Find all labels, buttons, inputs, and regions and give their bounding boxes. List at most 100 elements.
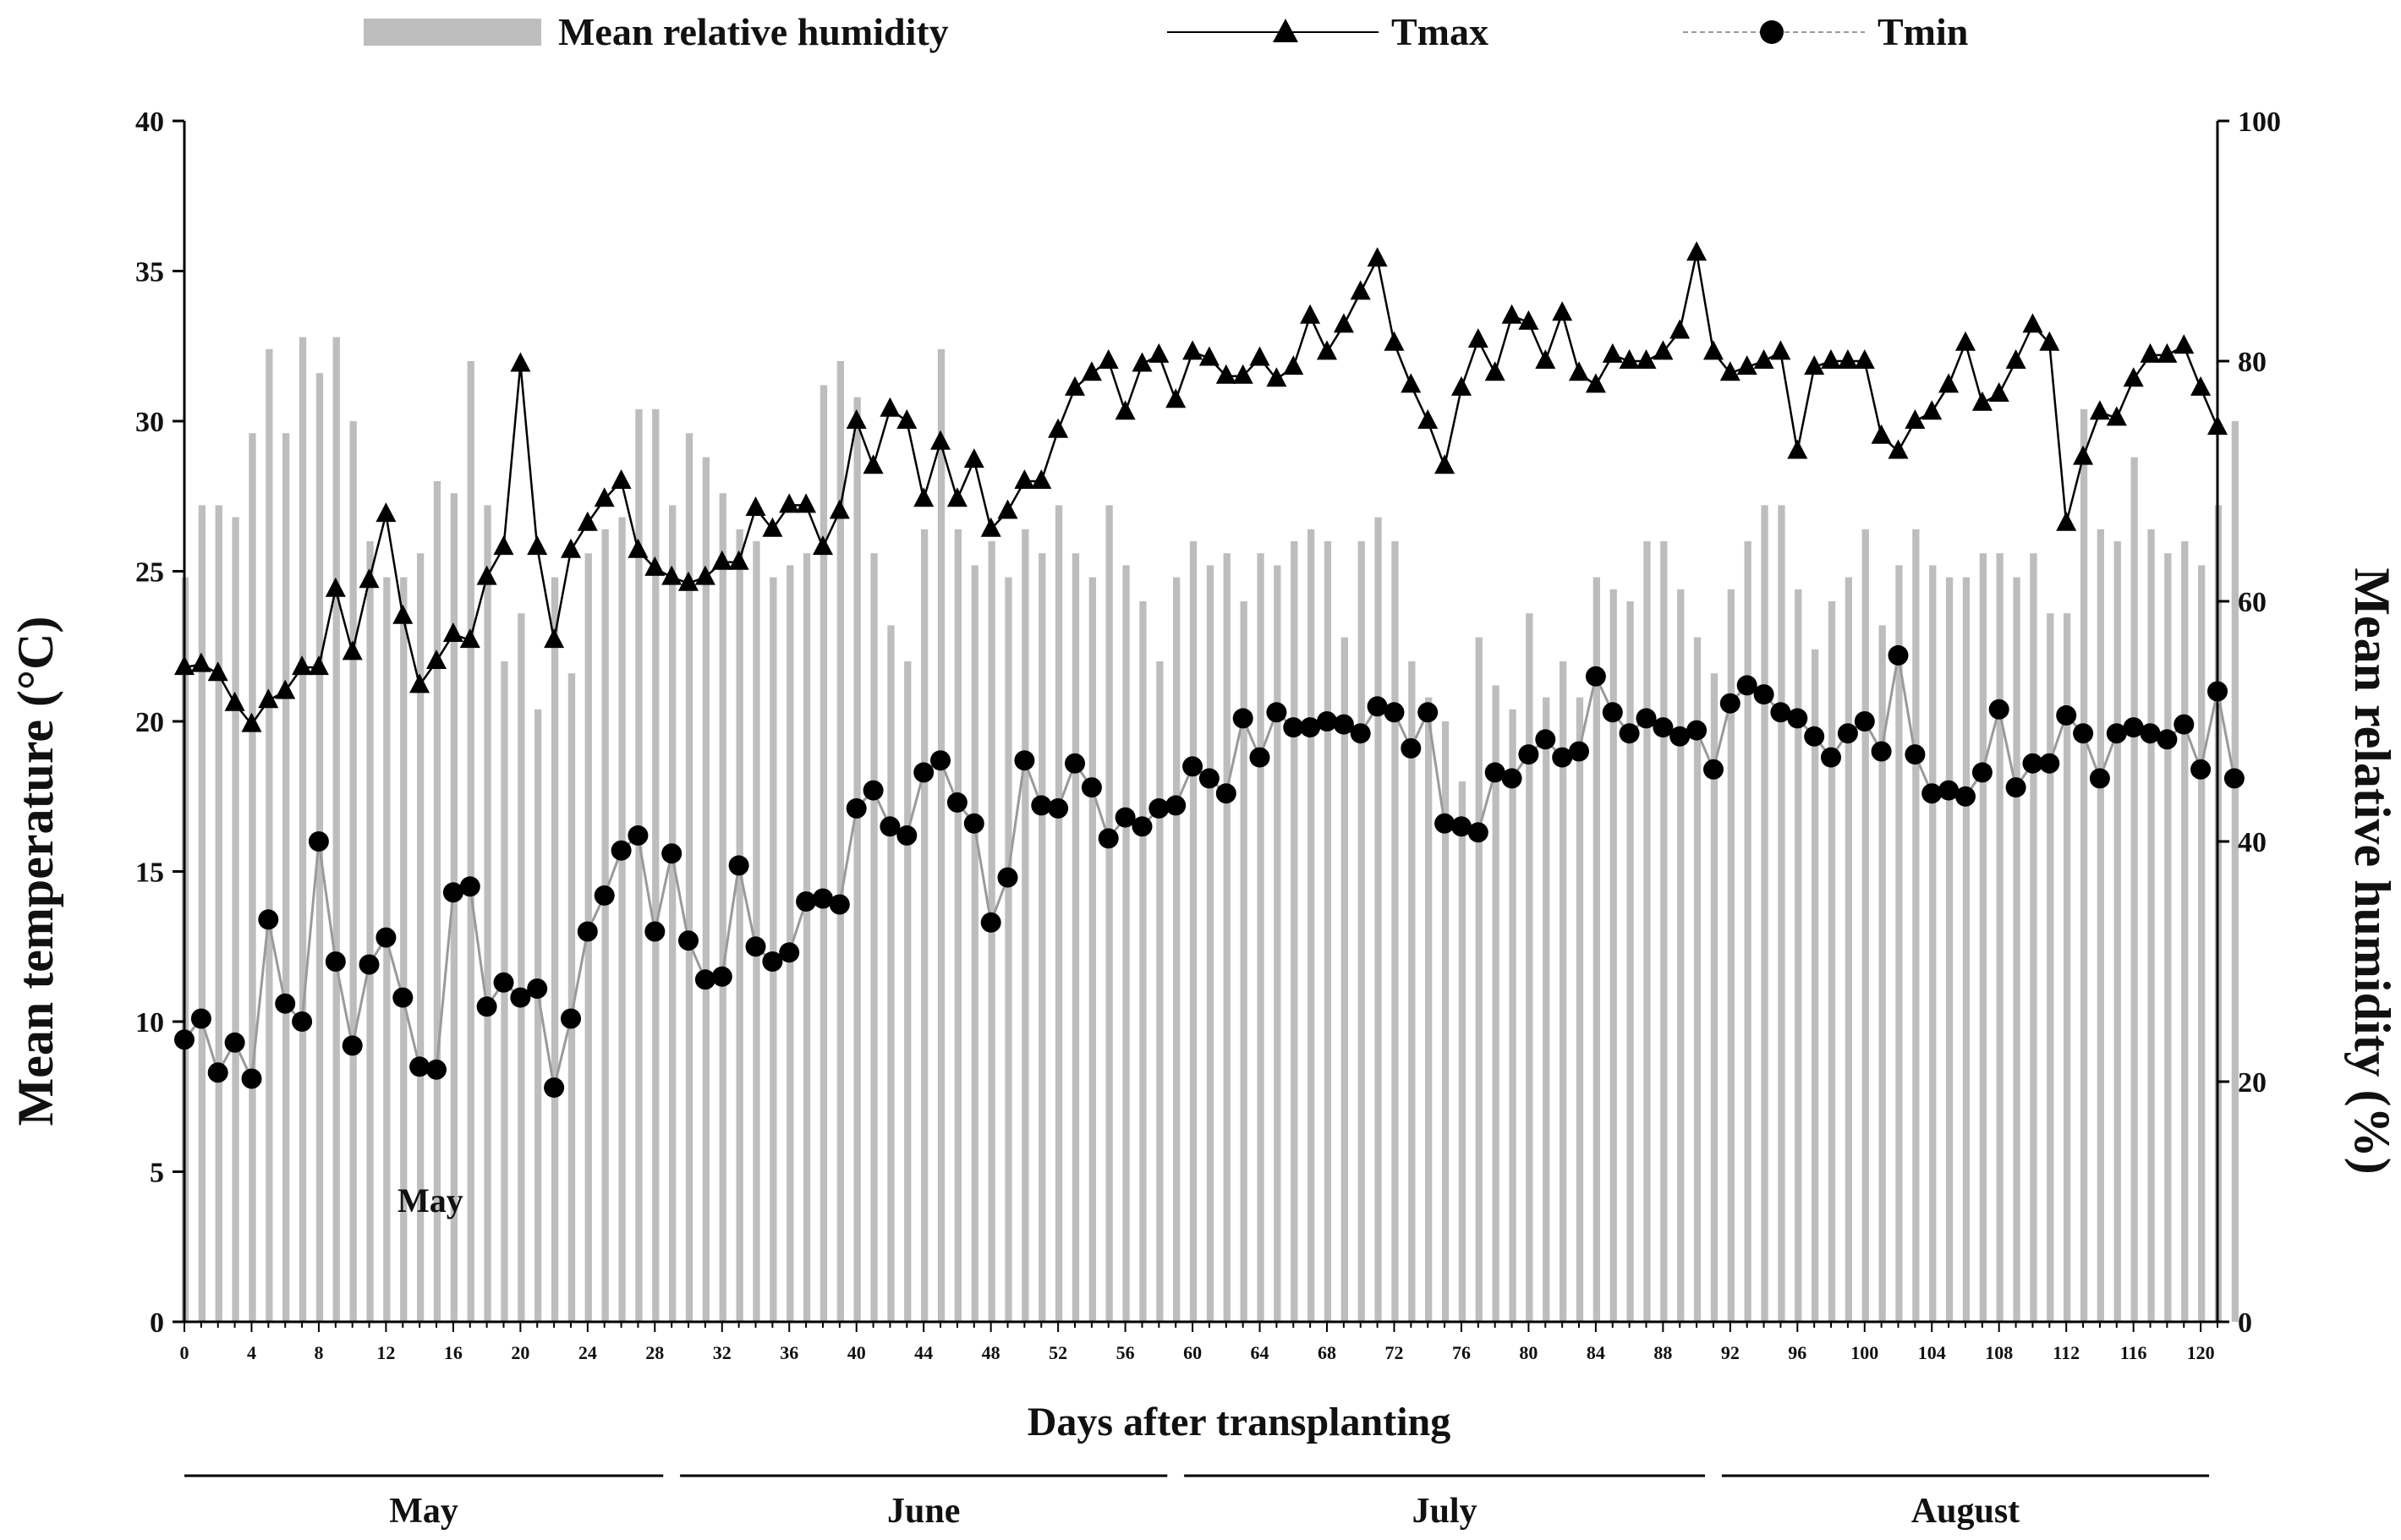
- tmin-point: [1921, 783, 1943, 804]
- tmin-point: [1602, 702, 1623, 723]
- tmin-point: [1619, 723, 1640, 744]
- humidity-bar: [1105, 505, 1113, 1322]
- humidity-bar: [836, 361, 844, 1322]
- y-right-tick-label: 100: [2238, 107, 2281, 138]
- tmax-point: [1081, 361, 1102, 381]
- humidity-bar: [1795, 589, 1802, 1322]
- x-tick-label: 12: [376, 1342, 395, 1363]
- tmin-point: [1031, 795, 1052, 816]
- tmax-point: [1249, 346, 1270, 366]
- humidity-bar: [2181, 541, 2189, 1322]
- tmax-point: [1888, 439, 1909, 459]
- humidity-bar: [417, 553, 425, 1322]
- tmin-point: [1232, 708, 1253, 729]
- tmax-point: [442, 622, 463, 642]
- humidity-bar: [1291, 541, 1298, 1322]
- tmin-point: [930, 750, 951, 771]
- tmin-point: [2223, 768, 2245, 789]
- humidity-bar: [2113, 541, 2121, 1322]
- y-left-tick-label: 35: [135, 257, 164, 288]
- tmin-point: [258, 909, 279, 930]
- tmin-point: [2089, 768, 2110, 789]
- tmin-point: [1283, 717, 1304, 738]
- humidity-bar: [1643, 541, 1651, 1322]
- tmin-point: [1417, 702, 1439, 723]
- humidity-bar: [266, 348, 273, 1322]
- tmax-point: [1300, 304, 1321, 324]
- humidity-bar: [1072, 553, 1080, 1322]
- tmin-point: [1804, 726, 1825, 747]
- tmax-point: [594, 487, 615, 507]
- x-tick-label: 76: [1452, 1342, 1471, 1363]
- x-tick-label: 64: [1251, 1342, 1269, 1363]
- tmax-point: [1988, 382, 2009, 402]
- tmin-point: [1215, 783, 1236, 804]
- tmax-point: [1619, 349, 1640, 369]
- tmax-point: [1451, 375, 1472, 396]
- humidity-bar: [1307, 529, 1315, 1322]
- tmax-point: [946, 487, 968, 507]
- tmin-point: [1888, 644, 1909, 666]
- tmax-point: [1585, 373, 1606, 393]
- tmin-point: [813, 888, 833, 909]
- tmin-point: [611, 840, 632, 861]
- humidity-bar: [770, 577, 777, 1322]
- tmax-series: [174, 241, 2228, 732]
- tmin-point: [2157, 729, 2178, 750]
- tmax-point: [1215, 364, 1236, 384]
- x-tick-label: 60: [1183, 1342, 1202, 1363]
- x-tick-label: 120: [2187, 1342, 2215, 1363]
- tmax-point: [796, 493, 817, 513]
- x-tick-label: 80: [1519, 1342, 1538, 1363]
- tmax-point: [1753, 349, 1774, 369]
- tmax-point: [846, 409, 867, 429]
- tmin-point: [1569, 741, 1589, 762]
- y-right-tick-label: 60: [2238, 587, 2267, 618]
- humidity-bar: [652, 408, 660, 1322]
- tmax-point: [510, 352, 531, 372]
- humidity-bar: [1475, 637, 1483, 1322]
- y-axis-left-title: Mean temperature (°C): [8, 617, 63, 1126]
- tmax-point: [1955, 331, 1976, 351]
- tmin-point: [1115, 807, 1136, 828]
- humidity-bar: [232, 517, 239, 1322]
- tmax-point: [1804, 355, 1825, 375]
- humidity-bar: [551, 577, 559, 1322]
- x-axis-title: Days after transplanting: [1028, 1400, 1450, 1444]
- tmax-point: [678, 571, 699, 591]
- tmax-point: [1467, 328, 1488, 348]
- tmin-point: [325, 951, 346, 972]
- tmin-point: [829, 894, 850, 915]
- tmax-point: [561, 538, 581, 558]
- tmax-point: [493, 535, 514, 556]
- humidity-bar: [1425, 697, 1433, 1322]
- tmax-point: [611, 469, 632, 489]
- humidity-bar: [1912, 529, 1920, 1322]
- tmin-point: [1081, 777, 1102, 798]
- humidity-bar: [349, 421, 357, 1322]
- tmin-point: [1821, 747, 1841, 768]
- humidity-bar: [1223, 553, 1231, 1322]
- tmin-point: [1501, 768, 1522, 789]
- humidity-bar: [1240, 601, 1247, 1322]
- tmax-point: [1132, 352, 1153, 372]
- tmin-point: [863, 780, 884, 801]
- tmax-point: [476, 565, 497, 585]
- x-tick-label: 88: [1653, 1342, 1672, 1363]
- tmin-point: [1837, 723, 1858, 744]
- x-tick-label: 36: [780, 1342, 798, 1363]
- humidity-bar: [887, 625, 895, 1322]
- humidity-bar: [971, 565, 978, 1322]
- x-tick-label: 40: [847, 1342, 866, 1363]
- tmin-point: [308, 831, 329, 852]
- humidity-bar: [1560, 661, 1567, 1322]
- tmin-point: [1787, 708, 1808, 729]
- tmin-point: [1535, 729, 1556, 750]
- humidity-bar: [2097, 529, 2104, 1322]
- y-left-tick-label: 40: [135, 107, 164, 138]
- humidity-bar: [450, 493, 458, 1322]
- month-label: May: [389, 1492, 458, 1531]
- humidity-bar: [803, 553, 811, 1322]
- tmax-point: [1198, 346, 1220, 366]
